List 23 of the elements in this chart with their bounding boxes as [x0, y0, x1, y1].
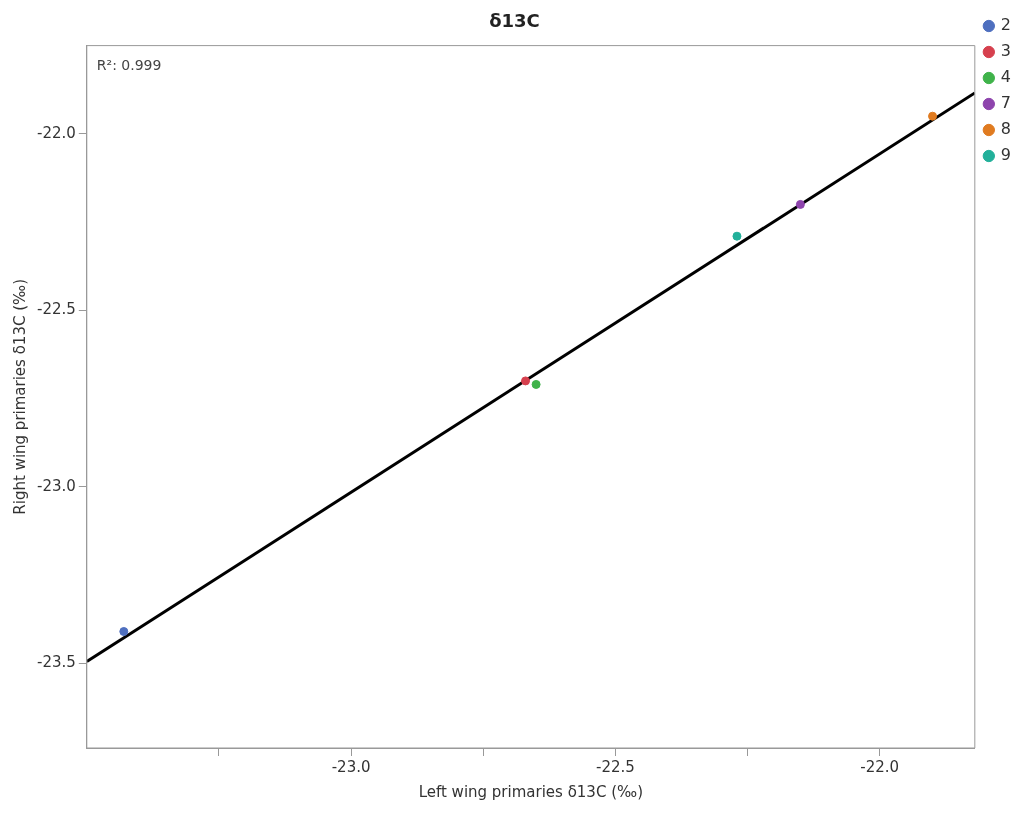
point	[531, 379, 541, 389]
point	[119, 627, 129, 637]
x-tick-label: -22.5	[595, 757, 635, 776]
point	[795, 199, 805, 209]
y-tick-label: -23.0	[37, 476, 76, 495]
legend-label: 8	[1000, 119, 1012, 139]
y-tick-label: -22.5	[37, 300, 76, 319]
legend-label: 9	[1000, 145, 1012, 165]
y-tick-label: -23.5	[37, 653, 76, 672]
x-tick-label: -23.0	[331, 757, 371, 776]
legend-label: 7	[1000, 93, 1012, 113]
x-tick-label: -22.0	[860, 757, 900, 776]
legend-label: 2	[1000, 15, 1012, 35]
point	[928, 111, 938, 121]
point	[521, 376, 531, 386]
legend-label: 4	[1000, 67, 1012, 87]
point	[732, 231, 742, 241]
y-tick-label: -22.0	[37, 123, 76, 142]
legend-label: 3	[1000, 41, 1012, 61]
chart-title: δ13C	[489, 10, 540, 32]
x-axis-title: Left wing primaries δ13C (‰)	[418, 782, 643, 801]
annotation: R²: 0.999	[96, 57, 162, 74]
y-axis-title: Right wing primaries δ13C (‰)	[10, 278, 29, 515]
